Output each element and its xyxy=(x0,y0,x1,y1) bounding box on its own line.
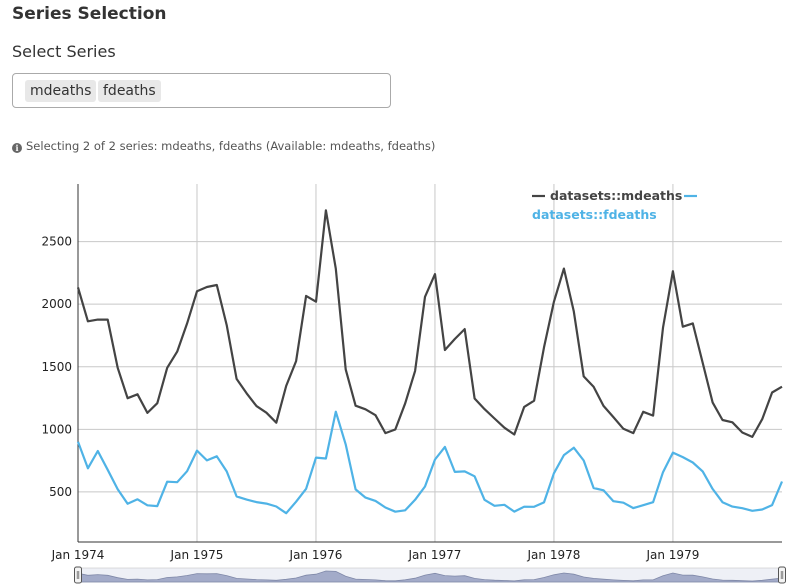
x-tick-label: Jan 1974 xyxy=(51,548,105,562)
range-navigator[interactable] xyxy=(74,566,786,584)
line-chart: 500 1000 1500 2000 2500 Jan 1974 Jan 1975 Jan 1… xyxy=(41,184,786,584)
x-tick-label: Jan 1976 xyxy=(289,548,343,562)
grid-lines xyxy=(77,184,782,542)
selection-help-text: i Selecting 2 of 2 series: mdeaths, fdeat… xyxy=(12,139,435,153)
x-tick-label: Jan 1979 xyxy=(645,548,699,562)
x-tick-label: Jan 1975 xyxy=(170,548,224,562)
series-multiselect[interactable]: mdeaths fdeaths xyxy=(12,73,391,108)
selected-tag-fdeaths[interactable]: fdeaths xyxy=(98,80,161,102)
section-title: Series Selection xyxy=(12,4,167,24)
legend-label-mdeaths: datasets::mdeaths xyxy=(550,188,682,203)
help-text: Selecting 2 of 2 series: mdeaths, fdeath… xyxy=(26,139,436,153)
x-tick-label: Jan 1978 xyxy=(527,548,581,562)
navigator-handle-left[interactable] xyxy=(74,566,82,584)
series-line-mdeaths xyxy=(76,209,783,438)
legend-label-fdeaths: datasets::fdeaths xyxy=(532,207,657,222)
y-tick-label: 1500 xyxy=(41,360,72,374)
y-tick-label: 2000 xyxy=(41,297,72,311)
x-tick-label: Jan 1977 xyxy=(408,548,462,562)
axes: 500 1000 1500 2000 2500 Jan 1974 Jan 1975 Jan 1… xyxy=(41,184,782,562)
select-series-label: Select Series xyxy=(12,42,116,61)
info-icon: i xyxy=(12,143,22,153)
y-tick-label: 500 xyxy=(49,485,72,499)
selected-tag-mdeaths[interactable]: mdeaths xyxy=(25,80,97,102)
series-lines xyxy=(76,209,784,515)
series-line-fdeaths xyxy=(76,410,784,515)
navigator-mini-series xyxy=(77,570,783,583)
y-tick-label: 2500 xyxy=(41,235,72,249)
navigator-handle-right[interactable] xyxy=(778,566,786,584)
y-tick-label: 1000 xyxy=(41,422,72,436)
